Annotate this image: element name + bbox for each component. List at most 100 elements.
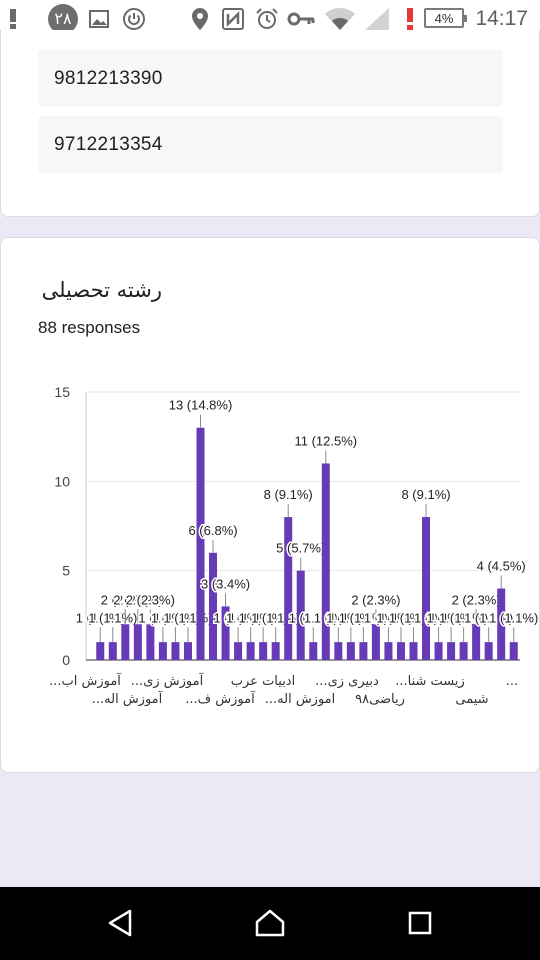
data-label: 4 (4.5%) (477, 559, 526, 574)
back-icon[interactable] (100, 903, 140, 943)
bar (509, 642, 518, 660)
bar (221, 606, 230, 660)
data-label: 8 (9.1%) (264, 487, 313, 502)
x-tick-label: ...آموزش زی (131, 672, 205, 689)
data-label: 1 (1.1%) (326, 610, 375, 625)
answer-item: 9812213390 (38, 50, 503, 107)
x-tick-label: ... (506, 674, 518, 689)
alarm-icon (254, 0, 280, 37)
navigation-bar (0, 887, 540, 960)
bar (434, 642, 443, 660)
clock: 14:17 (475, 7, 528, 30)
key-icon (286, 0, 316, 37)
alert-icon (4, 0, 22, 37)
data-label: 1 (1.1%) (151, 610, 200, 625)
y-tick-label: 10 (54, 473, 70, 489)
data-label: 2 (2.3%) (351, 592, 400, 607)
bar (209, 552, 218, 660)
data-label: 1 (1.1%) (239, 610, 288, 625)
answer-item: 9712213354 (38, 116, 503, 173)
data-label: 5 (5.7%) (276, 541, 325, 556)
y-tick-label: 5 (62, 563, 70, 579)
data-label: 2 (2.3%) (452, 592, 501, 607)
x-tick-label: شیمی (455, 692, 488, 707)
bar (422, 517, 431, 660)
bar (497, 588, 506, 660)
question-card: رشته تحصیلی 88 responses (0, 237, 540, 773)
bar (371, 624, 380, 660)
notification-badge-count: ۲۸ (48, 3, 78, 34)
response-count: 88 responses (38, 318, 141, 337)
x-tick-label: ...دبیری زی (315, 674, 379, 689)
bar (146, 624, 155, 660)
data-label: 2 (2.3%) (101, 592, 150, 607)
data-label: 2 (2.3%) (126, 592, 175, 607)
data-label: 1 (1.1%) (376, 610, 425, 625)
data-label: 1 (1.1%) (427, 610, 476, 625)
bar (183, 642, 192, 660)
bar (447, 642, 456, 660)
battery-level: 4% (434, 10, 454, 26)
nfc-icon (220, 0, 246, 37)
x-tick-label: ...آموزش اب (49, 672, 122, 689)
x-tick-label: ...آموزش اله (92, 690, 164, 707)
wifi-icon (324, 0, 356, 37)
bar (321, 463, 330, 660)
bar (96, 642, 105, 660)
location-icon (190, 0, 210, 37)
bar (171, 642, 180, 660)
bar (472, 624, 481, 660)
data-label: 3 (3.4%) (201, 576, 250, 591)
data-label: 1 (1.1%) (226, 610, 275, 625)
bar (158, 642, 167, 660)
bar (196, 427, 205, 660)
bar (271, 642, 280, 660)
notification-badge-icon: ۲۸ (47, 0, 79, 37)
data-label: 1 (1.1%) (88, 610, 137, 625)
bar (484, 642, 493, 660)
x-tick-label: ...آموزش ف (185, 690, 256, 707)
bar (133, 624, 142, 660)
previous-question-card: 9812213390 9712213354 (0, 30, 540, 217)
bar (121, 624, 130, 660)
y-tick-label: 15 (54, 384, 70, 400)
bar (359, 642, 368, 660)
image-icon (88, 0, 110, 37)
data-label: 13 (14.8%) (169, 398, 233, 413)
data-label: 1 (1.1%) (163, 610, 212, 625)
bar (246, 642, 255, 660)
recents-icon[interactable] (400, 903, 440, 943)
power-icon (121, 0, 147, 37)
bar (284, 517, 293, 660)
x-tick-label: ریاضی۹۸ (355, 692, 405, 707)
bar (384, 642, 393, 660)
data-label: 1 (1.1%) (76, 610, 125, 625)
x-tick-label: ...اموزش اله (265, 692, 336, 707)
bar (296, 570, 305, 660)
question-title: رشته تحصیلی (41, 278, 162, 302)
data-label: 1 (1.1%) (314, 610, 363, 625)
x-tick-label: ...زیست شنا (395, 674, 465, 689)
bar (234, 642, 243, 660)
bar (346, 642, 355, 660)
data-label: 1 (1.1%) (414, 610, 463, 625)
battery-icon: 4% (424, 8, 467, 28)
signal-icon (364, 0, 390, 37)
data-label: 6 (6.8%) (188, 523, 237, 538)
bar (108, 642, 117, 660)
x-tick-label: ادبیات عرب (231, 674, 295, 689)
bar (409, 642, 418, 660)
bar (334, 642, 343, 660)
bar (309, 642, 318, 660)
data-label: 1 (1.1%) (489, 610, 538, 625)
data-label: 1 (1.1%) (138, 610, 187, 625)
data-label: 1 (1.1%) (214, 610, 263, 625)
battery-warning-icon (404, 0, 416, 37)
home-icon[interactable] (250, 903, 290, 943)
data-label: 11 (12.5%) (294, 433, 357, 448)
bar (459, 642, 468, 660)
bar (396, 642, 405, 660)
data-label: 2 (2.3%) (113, 592, 162, 607)
data-label: 1 (1.1%) (364, 610, 413, 625)
